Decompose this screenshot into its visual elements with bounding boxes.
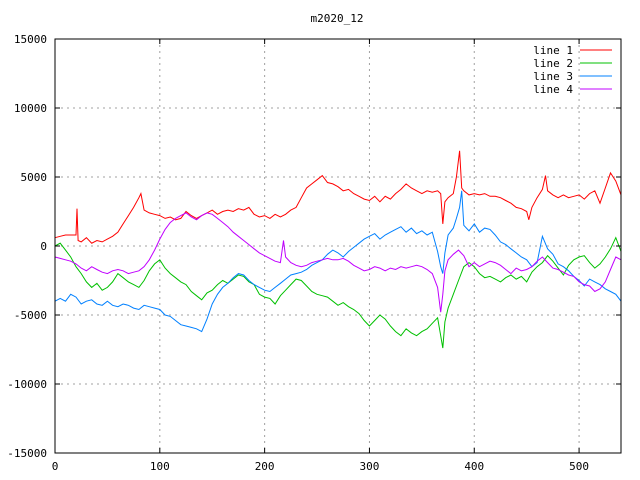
x-tick-label: 500 bbox=[569, 460, 589, 473]
y-tick-label: 5000 bbox=[21, 171, 48, 184]
legend-label: line 4 bbox=[533, 83, 573, 96]
y-tick-label: -5000 bbox=[14, 309, 47, 322]
x-tick-label: 300 bbox=[360, 460, 380, 473]
legend-label: line 2 bbox=[533, 57, 573, 70]
y-tick-label: -15000 bbox=[7, 447, 47, 460]
x-tick-label: 100 bbox=[150, 460, 170, 473]
series-line-3 bbox=[54, 190, 622, 333]
grid-lines bbox=[55, 39, 621, 453]
series-layer bbox=[54, 150, 622, 349]
x-tick-label: 0 bbox=[52, 460, 59, 473]
legend-label: line 3 bbox=[533, 70, 573, 83]
axes: 0 100 200 300 400 500 -15000 -10000 -5000 0 5000 10… bbox=[7, 33, 621, 473]
y-tick-label: 15000 bbox=[14, 33, 47, 46]
y-tick-label: 0 bbox=[40, 240, 47, 253]
chart-title: m2020_12 bbox=[311, 12, 364, 25]
y-tick-label: -10000 bbox=[7, 378, 47, 391]
y-tick-label: 10000 bbox=[14, 102, 47, 115]
legend-label: line 1 bbox=[533, 44, 573, 57]
x-tick-label: 400 bbox=[464, 460, 484, 473]
series-line-2 bbox=[54, 236, 622, 349]
x-tick-label: 200 bbox=[255, 460, 275, 473]
series-line-4 bbox=[54, 212, 622, 313]
series-line-1 bbox=[54, 150, 622, 244]
